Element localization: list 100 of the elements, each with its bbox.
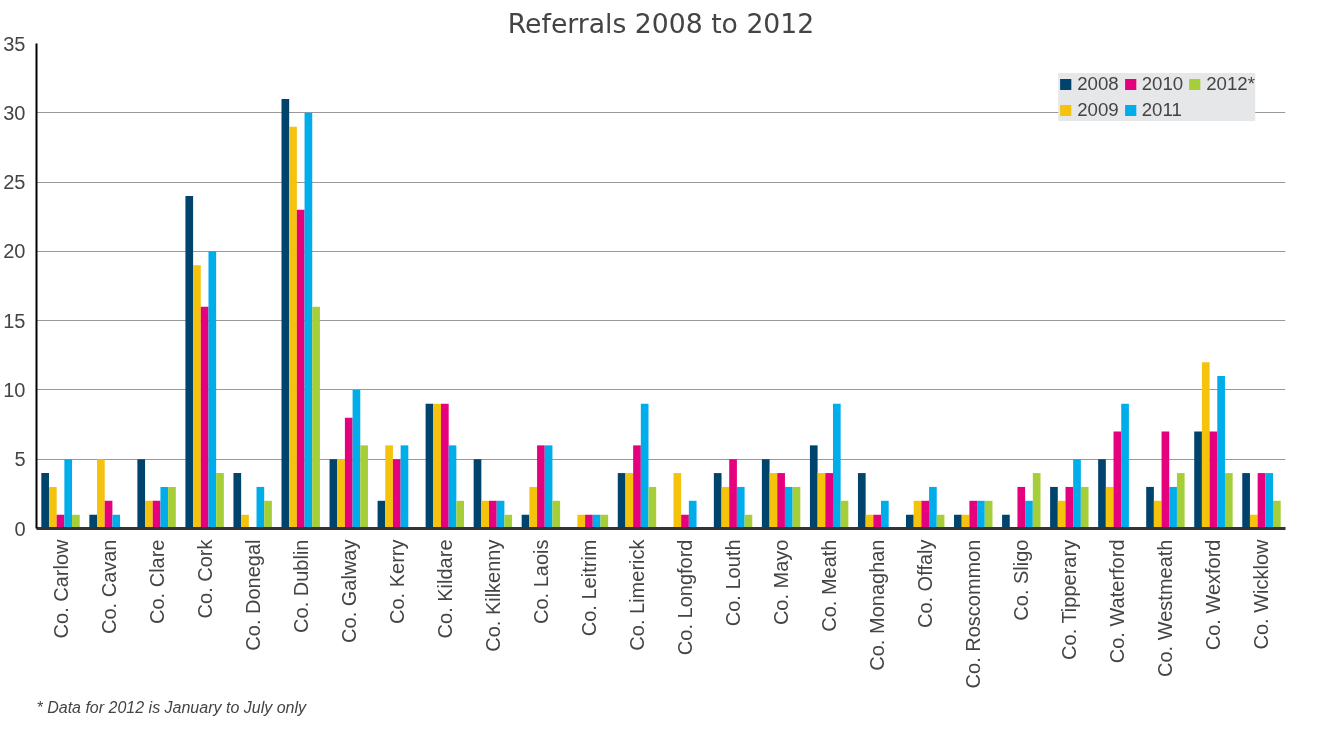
y-tick-label: 15 — [3, 309, 26, 332]
y-tick-label: 25 — [3, 171, 26, 194]
x-tick-label: Co. Meath — [818, 539, 841, 632]
bar — [585, 514, 593, 529]
x-tick-label: Co. Roscommon — [962, 539, 985, 689]
bar — [1065, 486, 1074, 529]
legend-label: 2011 — [1141, 99, 1182, 121]
x-tick-label: Co. Longford — [674, 539, 697, 656]
bar — [1032, 473, 1041, 529]
x-tick-label: Co. Wicklow — [1250, 538, 1273, 650]
legend-label: 2008 — [1077, 73, 1119, 95]
bar — [529, 486, 538, 529]
bar — [1098, 459, 1106, 529]
y-tick-label: 20 — [3, 240, 26, 263]
bar — [1050, 486, 1058, 529]
bar — [552, 500, 561, 529]
bar — [1201, 362, 1210, 529]
y-tick-label: 0 — [14, 517, 26, 540]
bar — [921, 500, 930, 529]
y-tick-label: 35 — [3, 32, 26, 55]
bar — [41, 473, 49, 529]
bar — [112, 514, 121, 529]
bar — [337, 459, 345, 529]
bar — [456, 500, 465, 529]
x-tick-label: Co. Laois — [529, 539, 552, 624]
bar — [392, 459, 401, 529]
bar — [625, 473, 634, 529]
bar — [688, 500, 697, 529]
bar — [264, 500, 272, 529]
x-tick-label: Co. Sligo — [1010, 539, 1033, 621]
bar — [640, 403, 649, 529]
bar — [97, 459, 105, 529]
bar — [233, 473, 242, 529]
bar — [145, 500, 153, 529]
x-tick-label: Co. Donegal — [241, 539, 264, 651]
x-tick-label: Co. Dublin — [289, 539, 312, 633]
bar — [1265, 473, 1274, 529]
bar — [873, 514, 882, 529]
bar — [1249, 514, 1258, 529]
bar — [72, 514, 80, 529]
bar — [200, 306, 209, 529]
bar — [881, 500, 889, 529]
bar — [600, 514, 609, 529]
legend-label: 2010 — [1141, 73, 1184, 95]
bar — [1073, 459, 1081, 529]
bar — [1002, 514, 1010, 529]
bar — [633, 445, 641, 529]
x-tick-label: Co. Cavan — [97, 539, 120, 634]
x-tick-label: Co. Waterford — [1106, 539, 1129, 664]
bar — [681, 514, 689, 529]
bar — [1273, 500, 1281, 529]
bar — [193, 265, 201, 529]
bar — [1224, 473, 1233, 529]
bar — [577, 514, 586, 529]
bar — [137, 459, 146, 529]
y-tick-label: 10 — [3, 378, 26, 401]
legend-label: 2009 — [1077, 99, 1119, 121]
bar — [489, 500, 497, 529]
bar — [400, 445, 409, 529]
bar — [954, 514, 962, 529]
x-tick-label: Co. Kerry — [385, 539, 408, 624]
bar — [160, 486, 169, 529]
bar — [777, 473, 785, 529]
text: * Data for 2012 is January to July only — [36, 698, 307, 716]
x-tick-label: Co. Louth — [722, 539, 745, 627]
x-tick-label: Co. Monaghan — [866, 539, 889, 671]
bar — [296, 209, 305, 529]
bar — [736, 486, 745, 529]
bar — [761, 459, 770, 529]
bar — [504, 514, 513, 529]
x-tick-label: Co. Cork — [193, 538, 216, 619]
bar — [969, 500, 978, 529]
bar — [825, 473, 833, 529]
bar — [809, 445, 818, 529]
x-tick-label: Co. Carlow — [49, 538, 72, 639]
bar — [832, 403, 841, 529]
bar — [1025, 500, 1033, 529]
bar — [1017, 486, 1026, 529]
bar — [1194, 431, 1202, 529]
bar — [1217, 376, 1225, 529]
x-tick-label: Co. Clare — [145, 539, 168, 624]
x-tick-label: Co. Offaly — [914, 539, 937, 629]
bar — [241, 514, 249, 529]
x-tick-label: Co. Kildare — [433, 539, 456, 639]
bar — [440, 403, 449, 529]
x-tick-label: Co. Galway — [337, 539, 360, 643]
bar — [906, 514, 914, 529]
bar — [784, 486, 793, 529]
bar — [48, 486, 57, 529]
bar — [344, 417, 353, 529]
bar — [537, 445, 545, 529]
bar — [352, 389, 361, 529]
bar — [673, 473, 682, 529]
bar — [1153, 500, 1162, 529]
bar — [433, 403, 441, 529]
bar — [185, 195, 194, 529]
bar — [216, 473, 224, 529]
bar — [208, 251, 217, 529]
bar — [425, 403, 434, 529]
bar — [1176, 473, 1185, 529]
